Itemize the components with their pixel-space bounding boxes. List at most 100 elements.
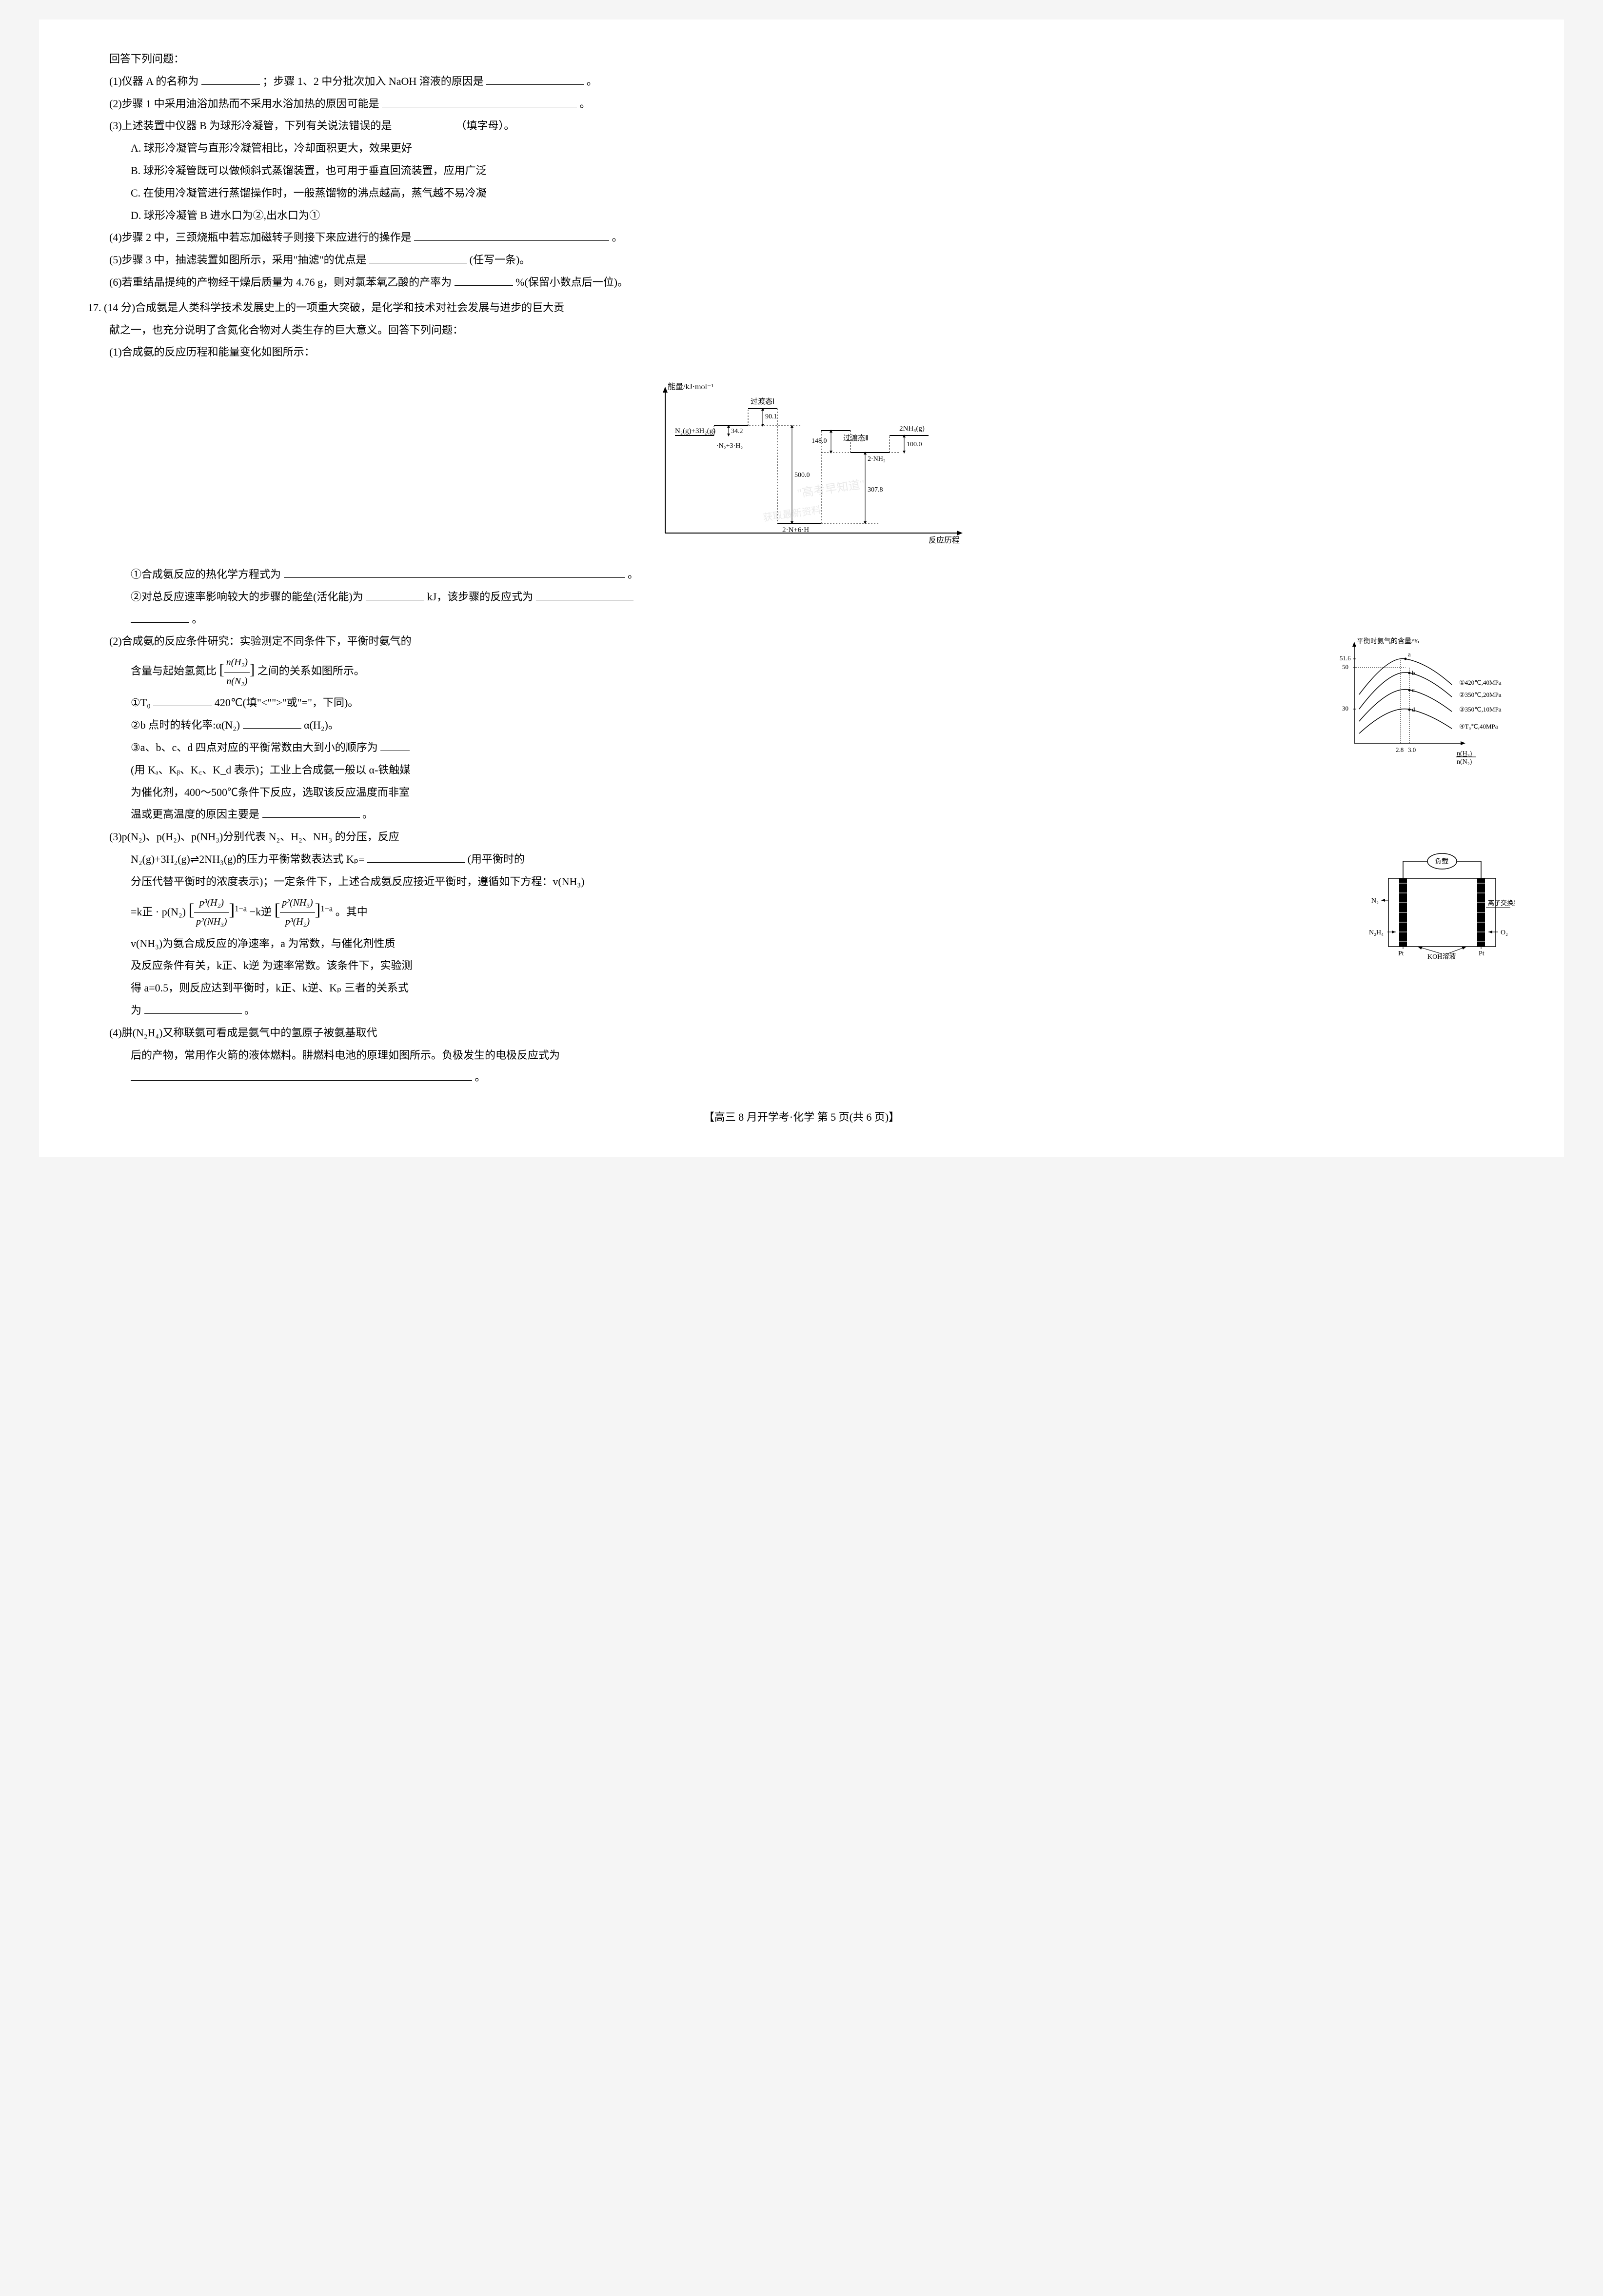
q17-p3i-line: 为 。: [88, 1000, 1359, 1021]
q17-p2-l2b: 之间的关系如图所示。: [257, 665, 365, 677]
intro-text: 回答下列问题：: [88, 49, 1515, 69]
q17-p1b-suffix: 。: [192, 613, 203, 625]
page-content: 回答下列问题： (1)仪器 A 的名称为 ；步骤 1、2 中分批次加入 NaOH…: [39, 20, 1564, 1157]
svg-text:148.0: 148.0: [811, 437, 827, 445]
q1-suffix: 。: [587, 75, 597, 87]
q6-line: (6)若重结晶提纯的产物经干燥后质量为 4.76 g，则对氯苯氧乙酸的产率为 %…: [88, 272, 1515, 293]
q17-p3b: N₂(g)+3H₂(g)⇌2NH₃(g)的压力平衡常数表达式 Kₚ=: [131, 853, 365, 865]
q3-fill: （填字母）。: [455, 119, 515, 132]
q3-blank: [395, 117, 453, 129]
q3-optA: A. 球形冷凝管与直形冷凝管相比，冷却面积更大，效果更好: [88, 138, 1515, 158]
q17-p3b-blank: [367, 850, 465, 863]
q17-p1b: ②对总反应速率影响较大的步骤的能垒(活化能)为: [131, 591, 363, 603]
q17-p3e-suffix: 。其中: [336, 906, 368, 918]
q17-p2-3d-line: 温或更高温度的原因主要是 。: [88, 804, 1320, 825]
q4-suffix: 。: [612, 231, 623, 243]
q17-p2-chart: 平衡时氨气的含量/% 51.6 50 30 2.8 3.0 n(H₂) n(N₂…: [1330, 631, 1515, 827]
svg-text:②350℃,20MPa: ②350℃,20MPa: [1459, 691, 1502, 698]
q17-p1: (1)合成氨的反应历程和能量变化如图所示：: [88, 342, 1515, 362]
q3-optC: C. 在使用冷凝管进行蒸馏操作时，一般蒸馏物的沸点越高，蒸气越不易冷凝: [88, 183, 1515, 203]
svg-text:N₂: N₂: [1371, 897, 1379, 905]
q17-p1b-blank1: [366, 587, 424, 600]
svg-text:500.0: 500.0: [794, 472, 810, 479]
svg-text:307.8: 307.8: [868, 486, 883, 494]
q1-line: (1)仪器 A 的名称为 ；步骤 1、2 中分批次加入 NaOH 溶液的原因是 …: [88, 71, 1515, 92]
q2-line: (2)步骤 1 中采用油浴加热而不采用水浴加热的原因可能是 。: [88, 94, 1515, 114]
svg-text:50: 50: [1342, 663, 1348, 671]
svg-text:过渡态Ⅱ: 过渡态Ⅱ: [843, 434, 869, 442]
q2-text: (2)步骤 1 中采用油浴加热而不采用水浴加热的原因可能是: [109, 98, 379, 110]
q17-p1a-line: ①合成氨反应的热化学方程式为 。: [88, 564, 1515, 585]
q17-p3d: 分压代替平衡时的浓度表示)；一定条件下，上述合成氨反应接近平衡时，遵循如下方程：…: [88, 871, 1359, 892]
q17-p2: (2)合成氨的反应条件研究：实验测定不同条件下，平衡时氨气的: [88, 631, 1320, 652]
svg-text:N₂(g)+3H₂(g): N₂(g)+3H₂(g): [675, 427, 715, 435]
q1-mid: ；步骤 1、2 中分批次加入 NaOH 溶液的原因是: [262, 75, 483, 87]
q17-p2-2b: α(H₂)。: [304, 719, 339, 731]
q17-p2-3a-line: ③a、b、c、d 四点对应的平衡常数由大到小的顺序为: [88, 737, 1320, 758]
ratio-frac: n(H₂)n(N₂): [224, 653, 250, 691]
q17-p3a: (3)p(N₂)、p(H₂)、p(NH₃)分别代表 N₂、H₂、NH₃ 的分压，…: [88, 827, 1515, 847]
q17-head2: 献之一，也充分说明了含氮化合物对人类生存的巨大意义。回答下列问题：: [88, 320, 1515, 340]
svg-text:30: 30: [1342, 705, 1348, 712]
q1-blank1: [201, 72, 260, 84]
svg-text:n(N₂): n(N₂): [1457, 758, 1472, 766]
q2-blank: [382, 94, 577, 107]
svg-text:③350℃,10MPa: ③350℃,10MPa: [1459, 706, 1502, 713]
q5-blank: [369, 251, 467, 263]
q4-text: (4)步骤 2 中，三颈烧瓶中若忘加磁转子则接下来应进行的操作是: [109, 231, 412, 243]
q17-p2-2: ②b 点时的转化率:α(N₂) α(H₂)。: [88, 715, 1320, 735]
ylabel: 能量/kJ·mol⁻¹: [668, 382, 713, 391]
q17-p1a: ①合成氨反应的热化学方程式为: [131, 568, 281, 580]
q17-p3-left: N₂(g)+3H₂(g)⇌2NH₃(g)的压力平衡常数表达式 Kₚ= (用平衡时…: [88, 849, 1359, 1045]
q17-p2-1b: 420℃(填"<"">"或"="，下同)。: [215, 696, 358, 709]
q17-p3e-prefix: =k正 · p(N₂): [131, 906, 186, 918]
q17-p1a-blank: [284, 565, 625, 578]
svg-text:a: a: [1408, 651, 1411, 658]
q17-p2-3a-blank: [380, 738, 410, 751]
svg-text:O₂: O₂: [1501, 929, 1508, 936]
q17-p2-3d-blank: [262, 805, 360, 818]
svg-text:51.6: 51.6: [1340, 654, 1351, 662]
q17-p2-left: (2)合成氨的反应条件研究：实验测定不同条件下，平衡时氨气的 含量与起始氢氮比 …: [88, 631, 1320, 827]
svg-text:①420℃,40MPa: ①420℃,40MPa: [1459, 679, 1502, 686]
q17-p4-blank: [131, 1068, 472, 1081]
q17-p1b-blank2: [536, 587, 633, 600]
q3-optD: D. 球形冷凝管 B 进水口为②,出水口为①: [88, 205, 1515, 226]
svg-text:3.0: 3.0: [1408, 746, 1416, 753]
svg-text:2·N+6·H: 2·N+6·H: [782, 526, 809, 534]
q17-p2-2-blank: [243, 716, 301, 729]
q6-text: (6)若重结晶提纯的产物经干燥后质量为 4.76 g，则对氯苯氧乙酸的产率为: [109, 276, 452, 288]
svg-text:④T₀℃,40MPa: ④T₀℃,40MPa: [1459, 723, 1498, 730]
svg-text:·N₂+3·H₂: ·N₂+3·H₂: [716, 442, 743, 450]
q17-p2-3c: 为催化剂，400～500℃条件下反应，选取该反应温度而非室: [88, 782, 1320, 803]
q17-p2-3b: (用 Kₐ、Kᵦ、K꜀、K_d 表示)；工业上合成氨一般以 α-铁触媒: [88, 760, 1320, 780]
energy-diagram: 能量/kJ·mol⁻¹ 反应历程 N₂(g)+3H₂(g) ·N₂+3·H₂ 3…: [88, 372, 1515, 554]
fuel-cell-svg: 负载: [1369, 849, 1515, 966]
q17-head: 17. (14 分)合成氨是人类科学技术发展史上的一项重大突破，是化学和技术对社…: [88, 297, 1515, 318]
q17-p3g: 及反应条件有关，k正、k逆 为速率常数。该条件下，实验测: [88, 955, 1359, 976]
q3-optB: B. 球形冷凝管既可以做倾斜式蒸馏装置，也可用于垂直回流装置，应用广泛: [88, 160, 1515, 181]
q17-p3c: (用平衡时的: [468, 853, 525, 865]
q17-p4-suffix: 。: [475, 1071, 486, 1083]
frac1: p³(H₂)p²(NH₃): [194, 894, 229, 931]
q17-p2-2a: ②b 点时的转化率:α(N₂): [131, 719, 240, 731]
svg-text:离子交换膜: 离子交换膜: [1488, 899, 1515, 907]
q5-suffix: (任写一条)。: [470, 254, 531, 266]
q17-p3e-mid: −k逆: [250, 906, 272, 918]
q17-p3i-blank: [144, 1001, 242, 1014]
q17-p1a-suffix: 。: [628, 568, 638, 580]
q17-p1b-mid: kJ，该步骤的反应式为: [427, 591, 534, 603]
ammonia-content-chart: 平衡时氨气的含量/% 51.6 50 30 2.8 3.0 n(H₂) n(N₂…: [1330, 631, 1515, 768]
svg-text:2.8: 2.8: [1396, 746, 1404, 753]
q17-p2-l2a: 含量与起始氢氮比: [131, 665, 217, 677]
q17-p3h: 得 a=0.5，则反应达到平衡时，k正、k逆、Kₚ 三者的关系式: [88, 978, 1359, 998]
q17-p3b-line: N₂(g)+3H₂(g)⇌2NH₃(g)的压力平衡常数表达式 Kₚ= (用平衡时…: [88, 849, 1359, 870]
xlabel: 反应历程: [929, 535, 960, 545]
q17-p2-1: ①T₀ 420℃(填"<"">"或"="，下同)。: [88, 693, 1320, 713]
svg-text:100.0: 100.0: [907, 441, 922, 448]
svg-text:Pt: Pt: [1398, 950, 1404, 957]
svg-text:KOH溶液: KOH溶液: [1427, 953, 1456, 961]
svg-text:平衡时氨气的含量/%: 平衡时氨气的含量/%: [1357, 637, 1419, 645]
q17-p4-blank-line: 。: [88, 1067, 1515, 1088]
q6-suffix: %(保留小数点后一位)。: [515, 276, 628, 288]
